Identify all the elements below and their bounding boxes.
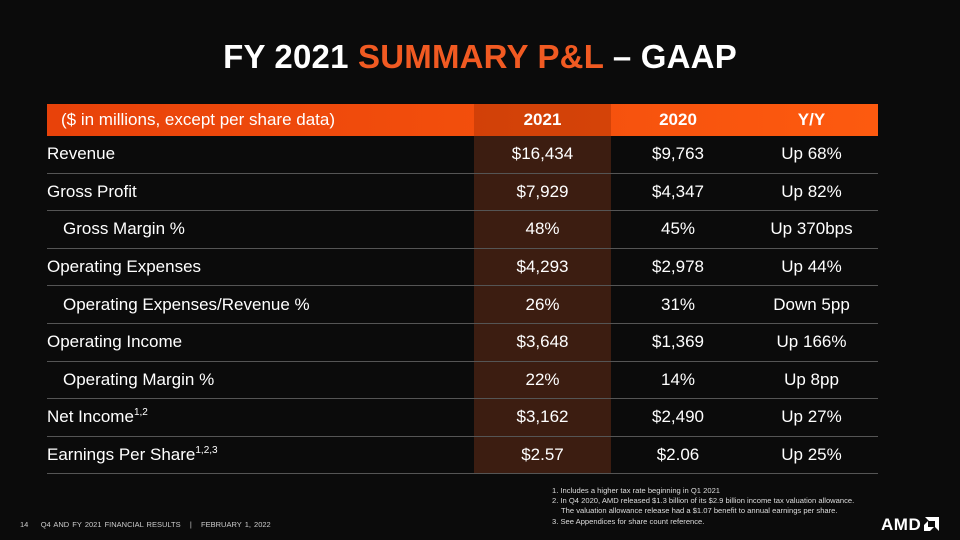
table-header: ($ in millions, except per share data) 2… [47, 104, 878, 136]
title-accent: SUMMARY P&L [358, 38, 604, 75]
table-row: Revenue $16,434 $9,763 Up 68% [47, 136, 878, 174]
table-row: Earnings Per Share1,2,3 $2.57 $2.06 Up 2… [47, 436, 878, 475]
value-yy: Up 8pp [784, 369, 839, 389]
value-yy: Up 68% [781, 144, 842, 164]
value-2021: $3,162 [474, 399, 611, 436]
row-label-text: Gross Margin % [63, 219, 185, 239]
table-row: Gross Profit $7,929 $4,347 Up 82% [47, 173, 878, 212]
value-yy: Up 44% [781, 257, 842, 277]
footer-text: Q4 AND FY 2021 FINANCIAL RESULTS | FEBRU… [40, 520, 271, 529]
title-year: FY 2021 [223, 38, 359, 75]
row-label: Operating Margin % [47, 370, 474, 390]
row-label: Earnings Per Share1,2,3 [47, 445, 474, 465]
value-yy: Up 166% [776, 332, 847, 352]
value-2020: 14% [660, 369, 696, 389]
value-2020: 31% [660, 294, 696, 314]
value-2021: $2.57 [474, 436, 611, 474]
row-label: Gross Margin % [47, 219, 474, 239]
amd-arrow-icon [924, 517, 940, 531]
table-row: Gross Margin % 48% 45% Up 370bps [47, 211, 878, 249]
pl-table: ($ in millions, except per share data) 2… [47, 104, 878, 475]
footnote-ref: 1,2,3 [195, 445, 218, 457]
row-label: Net Income1,2 [47, 407, 474, 427]
footnote: The valuation allowance release had a $1… [561, 506, 838, 516]
slide-title: FY 2021 SUMMARY P&L – GAAP [0, 38, 960, 76]
logo-text: AMD [881, 515, 922, 534]
value-2020: $4,347 [652, 181, 704, 201]
title-suffix: – GAAP [603, 38, 737, 75]
footnote: 3. See Appendices for share count refere… [552, 516, 705, 526]
table-row: Operating Expenses $4,293 $2,978 Up 44% [47, 248, 878, 287]
row-label-text: Operating Expenses [47, 257, 202, 277]
footnotes: 1. Includes a higher tax rate beginning … [552, 486, 854, 527]
value-2021: $4,293 [474, 248, 611, 286]
value-2020: 45% [660, 219, 696, 239]
value-2021: 26% [474, 286, 611, 323]
header-yy: Y/Y [797, 110, 826, 129]
row-label-text: Operating Expenses/Revenue % [63, 294, 310, 314]
table-row: Net Income1,2 $3,162 $2,490 Up 27% [47, 399, 878, 437]
row-label-text: Net Income [47, 407, 134, 427]
value-2021: $3,648 [474, 323, 611, 361]
row-label: Gross Profit [47, 182, 474, 202]
row-label-text: Revenue [47, 144, 116, 164]
row-label: Operating Expenses [47, 257, 474, 277]
header-units: ($ in millions, except per share data) [61, 110, 336, 129]
table-row: Operating Income $3,648 $1,369 Up 166% [47, 323, 878, 362]
row-label-text: Operating Income [47, 332, 183, 352]
row-label: Operating Expenses/Revenue % [47, 295, 474, 315]
header-2020: 2020 [659, 110, 697, 129]
value-2020: $9,763 [652, 144, 704, 164]
value-yy: Up 82% [781, 181, 842, 201]
table-row: Operating Margin % 22% 14% Up 8pp [47, 361, 878, 400]
value-yy: Up 25% [781, 445, 842, 465]
row-label: Operating Income [47, 332, 474, 352]
header-2021: 2021 [474, 104, 611, 136]
value-yy: Up 27% [781, 407, 842, 427]
value-2020: $2.06 [656, 445, 700, 465]
row-label-text: Operating Margin % [63, 369, 215, 389]
value-yy: Down 5pp [773, 294, 850, 314]
row-label-text: Earnings Per Share [47, 445, 196, 465]
footnote: 1. Includes a higher tax rate beginning … [552, 486, 721, 495]
value-2021: $16,434 [474, 136, 611, 173]
value-2021: $7,929 [474, 173, 611, 211]
row-label-text: Gross Profit [47, 181, 137, 201]
value-2021: 22% [474, 361, 611, 399]
value-2020: $1,369 [652, 332, 704, 352]
value-2020: $2,978 [652, 257, 704, 277]
value-2020: $2,490 [652, 407, 704, 427]
footnote: 2. In Q4 2020, AMD released $1.3 billion… [552, 496, 855, 506]
value-2021: 48% [474, 211, 611, 248]
value-yy: Up 370bps [770, 219, 853, 239]
page-number: 14 [20, 520, 29, 529]
amd-logo: AMD [881, 515, 940, 535]
table-row: Operating Expenses/Revenue % 26% 31% Dow… [47, 286, 878, 324]
row-label: Revenue [47, 144, 474, 164]
slide-footer: 14 Q4 AND FY 2021 FINANCIAL RESULTS | FE… [20, 520, 271, 529]
footnote-ref: 1,2 [133, 407, 148, 419]
